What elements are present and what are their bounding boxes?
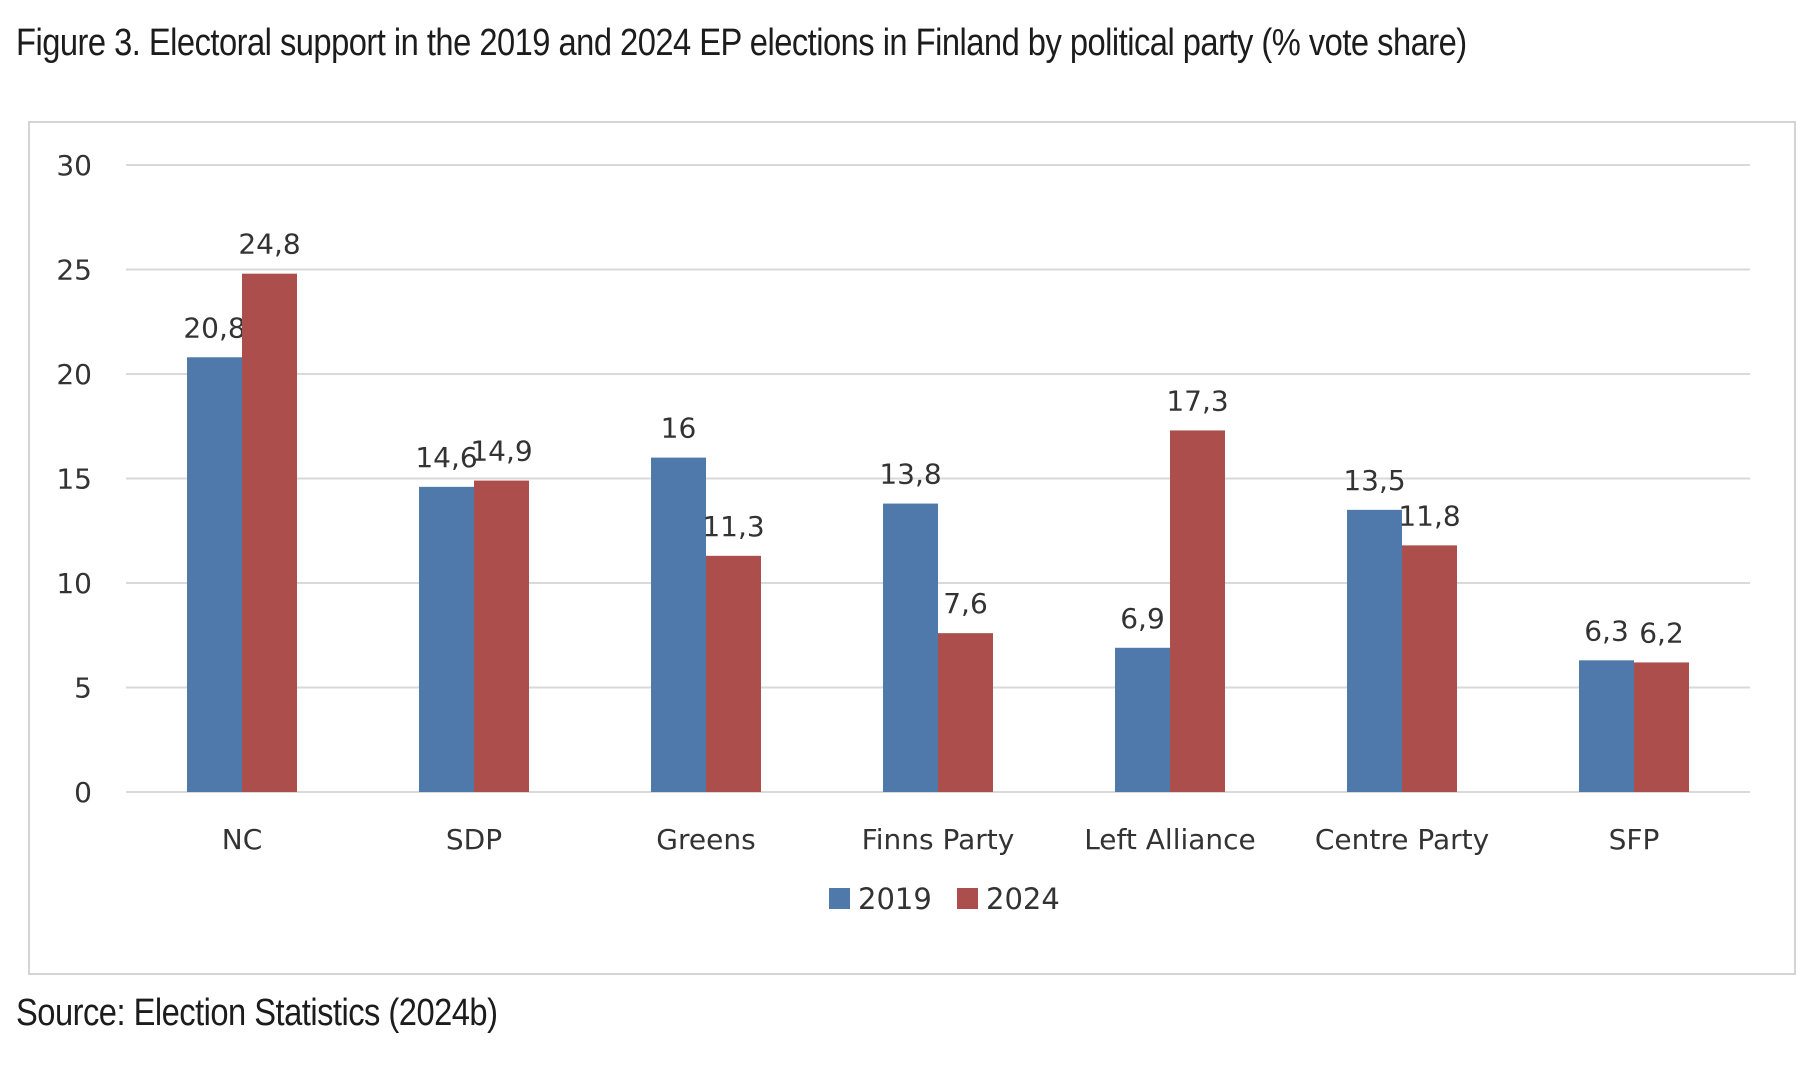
bar-2019 [419, 486, 474, 792]
bar-2024 [1402, 545, 1457, 792]
bar-2024 [1170, 430, 1225, 792]
bar-2024 [938, 633, 993, 792]
data-label: 14,6 [415, 441, 477, 474]
legend-label: 2024 [986, 882, 1060, 916]
bar-2019 [1115, 647, 1170, 792]
category-label: NC [222, 823, 263, 856]
data-label: 13,5 [1343, 464, 1405, 497]
y-tick-label: 0 [74, 776, 92, 809]
category-label: Greens [656, 823, 755, 856]
y-tick-label: 30 [56, 149, 92, 182]
bar-chart: 0 5 10 15 20 25 30 20,8 24,8 NC 14,614,9 SDP 16 11,3 G… [56, 149, 1750, 916]
data-label: 6,9 [1120, 602, 1165, 635]
category-label: Finns Party [862, 823, 1015, 856]
data-label: 20,8 [183, 311, 245, 344]
data-label: 7,6 [943, 587, 988, 620]
legend-swatch [829, 888, 850, 909]
data-label: 16 [661, 412, 697, 445]
y-tick-label: 20 [56, 358, 92, 391]
bar-2024 [1634, 662, 1689, 792]
data-label: 14,9 [470, 435, 532, 468]
legend-swatch [957, 888, 978, 909]
bar-2019 [1347, 509, 1402, 792]
data-label: 24,8 [238, 228, 300, 261]
bar-2019 [883, 503, 938, 792]
legend-label: 2019 [858, 882, 932, 916]
data-label: 6,3 [1584, 614, 1629, 647]
data-label: 13,8 [879, 458, 941, 491]
bar-2019 [1579, 660, 1634, 792]
category-label: SFP [1609, 823, 1660, 856]
data-label: 6,2 [1639, 616, 1684, 649]
bar-2024 [242, 273, 297, 792]
data-label: 11,3 [702, 510, 764, 543]
category-label: SDP [446, 823, 502, 856]
category-label: Centre Party [1315, 823, 1489, 856]
data-label: 17,3 [1166, 384, 1228, 417]
bar-2019 [651, 457, 706, 792]
category-label: Left Alliance [1084, 823, 1256, 856]
figure-title: Figure 3. Electoral support in the 2019 … [16, 22, 1467, 64]
y-tick-label: 5 [74, 672, 92, 705]
bar-2024 [474, 480, 529, 792]
y-tick-label: 10 [56, 567, 92, 600]
data-label: 11,8 [1398, 499, 1460, 532]
bar-2019 [187, 357, 242, 792]
chart-frame: 0 5 10 15 20 25 30 20,8 24,8 NC 14,6 14,9 SDP 16 11,3 G… [28, 121, 1796, 975]
source-note: Source: Election Statistics (2024b) [16, 992, 498, 1034]
bar-2024 [706, 555, 761, 792]
y-tick-label: 15 [56, 463, 92, 496]
y-tick-label: 25 [56, 254, 92, 287]
